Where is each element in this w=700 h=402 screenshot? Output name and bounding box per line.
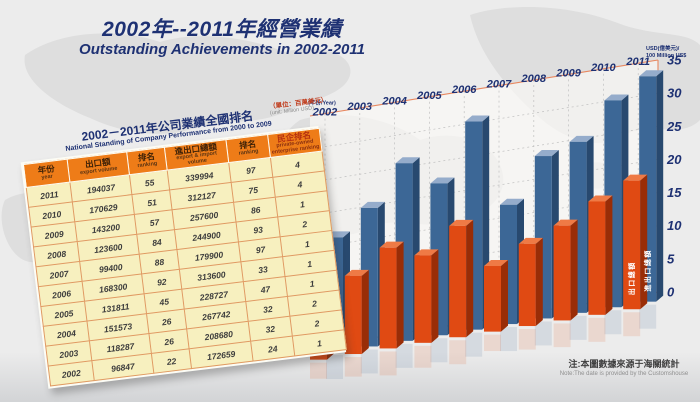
bar-export-2011 [623, 174, 648, 337]
svg-text:USD(億美元)/: USD(億美元)/ [646, 44, 680, 52]
x-axis-year-labels: 2002 2003 2004 2005 2006 2007 2008 2009 2010 2011… [308, 56, 650, 118]
footnote: 注:本圖數據來源于海關統計 Note:The date is provided … [548, 359, 700, 378]
svg-text:5: 5 [667, 251, 675, 266]
slide-title: 2002年--2011年經營業績 Outstanding Achievement… [52, 18, 392, 58]
performance-table-group: 2002－2011年公司業績全國排名 National Standing of … [18, 97, 347, 390]
svg-text:10: 10 [667, 218, 682, 233]
svg-text:2004: 2004 [381, 95, 406, 107]
x-axis-unit-label: (年份/Year) [308, 99, 336, 107]
bar-export-2010 [588, 195, 613, 342]
bar-export-2004 [379, 241, 404, 376]
y-axis-unit-label: USD(億美元)/100 Million US$ [646, 44, 686, 59]
bar-export-2009 [553, 219, 578, 348]
svg-text:2010: 2010 [590, 62, 616, 74]
bar-export-2005 [414, 249, 439, 368]
bar-export-2007 [484, 260, 508, 352]
bar-export-2003 [344, 269, 369, 377]
y-axis-ticks: 0 5 10 15 20 25 30 35 [666, 53, 682, 300]
series-label-export: 出口總額 [627, 261, 636, 295]
svg-text:15: 15 [667, 185, 682, 200]
performance-table: 年份 year 出口額 export volume 排名 ranking 進出口總額 expo… [23, 127, 347, 387]
bar-export-2006 [449, 219, 474, 365]
table-cell: 22 [151, 349, 192, 374]
svg-text:2006: 2006 [451, 84, 477, 96]
svg-text:2005: 2005 [416, 90, 442, 102]
svg-text:2008: 2008 [521, 73, 547, 85]
map-landmass-eurasia [24, 33, 351, 134]
table-sheet: 年份 year 出口額 export volume 排名 ranking 進出口總額 expo… [20, 125, 347, 390]
svg-text:20: 20 [666, 152, 682, 167]
svg-text:25: 25 [666, 119, 682, 134]
svg-text:2011: 2011 [625, 56, 650, 68]
svg-text:0: 0 [667, 285, 675, 300]
svg-text:2009: 2009 [555, 67, 581, 79]
svg-text:35: 35 [667, 53, 682, 68]
slide-title-zh: 2002年--2011年經營業績 [102, 18, 342, 41]
footnote-zh: 注:本圖數據來源于海關統計 [568, 359, 680, 369]
table-cell: 2002 [48, 361, 95, 387]
svg-text:2002: 2002 [312, 107, 337, 119]
slide-title-en: Outstanding Achievements in 2002-2011 [79, 40, 365, 58]
svg-text:100 Million US$: 100 Million US$ [646, 53, 686, 59]
footnote-en: Note:The date is provided by the Customs… [559, 370, 689, 377]
svg-text:2003: 2003 [347, 101, 372, 113]
svg-text:2007: 2007 [486, 79, 512, 91]
bar-export-2008 [518, 237, 543, 350]
svg-text:30: 30 [667, 86, 682, 101]
table-cell: 24 [250, 336, 295, 362]
series-label-total: 進出口總額 [643, 249, 652, 292]
